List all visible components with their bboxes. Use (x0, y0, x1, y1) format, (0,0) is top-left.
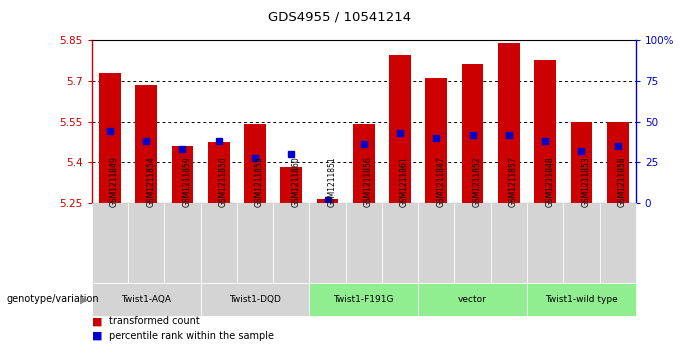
Text: GSM1211859: GSM1211859 (182, 156, 192, 207)
Bar (201, 283, 309, 316)
Bar (99, 73, 121, 203)
Bar (491, 203, 527, 283)
Bar (498, 42, 520, 203)
Bar (418, 203, 454, 283)
Bar (353, 124, 375, 203)
Bar (600, 203, 636, 283)
Bar (534, 60, 556, 203)
Text: GDS4955 / 10541214: GDS4955 / 10541214 (269, 11, 411, 24)
Bar (571, 122, 592, 203)
Bar (382, 203, 418, 283)
Text: genotype/variation: genotype/variation (7, 294, 99, 305)
Text: ■: ■ (92, 316, 102, 326)
Text: GSM1211856: GSM1211856 (364, 156, 373, 207)
Bar (237, 203, 273, 283)
Text: GSM1211851: GSM1211851 (328, 157, 337, 207)
Text: GSM1211852: GSM1211852 (473, 157, 481, 207)
Bar (607, 122, 628, 203)
Text: Twist1-wild type: Twist1-wild type (545, 295, 617, 304)
Text: vector: vector (458, 295, 487, 304)
Bar (527, 203, 563, 283)
Bar (273, 203, 309, 283)
Bar (527, 283, 636, 316)
Bar (418, 283, 527, 316)
Bar (171, 146, 193, 203)
Text: GSM1211860: GSM1211860 (291, 156, 301, 207)
Bar (317, 199, 339, 203)
Bar (345, 203, 382, 283)
Text: Twist1-AQA: Twist1-AQA (121, 295, 171, 304)
Bar (92, 283, 201, 316)
Text: ▶: ▶ (80, 294, 88, 305)
Bar (208, 142, 230, 203)
Text: percentile rank within the sample: percentile rank within the sample (109, 331, 274, 341)
Text: GSM1211857: GSM1211857 (509, 156, 518, 207)
Bar (92, 203, 128, 283)
Text: GSM1211855: GSM1211855 (255, 156, 264, 207)
Bar (454, 203, 491, 283)
Text: GSM1211858: GSM1211858 (617, 157, 627, 207)
Bar (201, 203, 237, 283)
Bar (309, 283, 418, 316)
Text: GSM1211847: GSM1211847 (437, 156, 445, 207)
Text: Twist1-DQD: Twist1-DQD (229, 295, 281, 304)
Text: GSM1211861: GSM1211861 (400, 157, 409, 207)
Bar (128, 203, 165, 283)
Text: GSM1211854: GSM1211854 (146, 156, 155, 207)
Bar (426, 78, 447, 203)
Text: transformed count: transformed count (109, 316, 199, 326)
Bar (563, 203, 600, 283)
Bar (244, 124, 266, 203)
Bar (165, 203, 201, 283)
Text: GSM1211850: GSM1211850 (219, 156, 228, 207)
Bar (280, 167, 302, 203)
Text: Twist1-F191G: Twist1-F191G (334, 295, 394, 304)
Bar (135, 85, 157, 203)
Text: ■: ■ (92, 331, 102, 341)
Text: GSM1211853: GSM1211853 (581, 156, 590, 207)
Bar (462, 64, 483, 203)
Bar (389, 55, 411, 203)
Text: GSM1211849: GSM1211849 (110, 156, 119, 207)
Text: GSM1211848: GSM1211848 (545, 157, 554, 207)
Bar (309, 203, 345, 283)
